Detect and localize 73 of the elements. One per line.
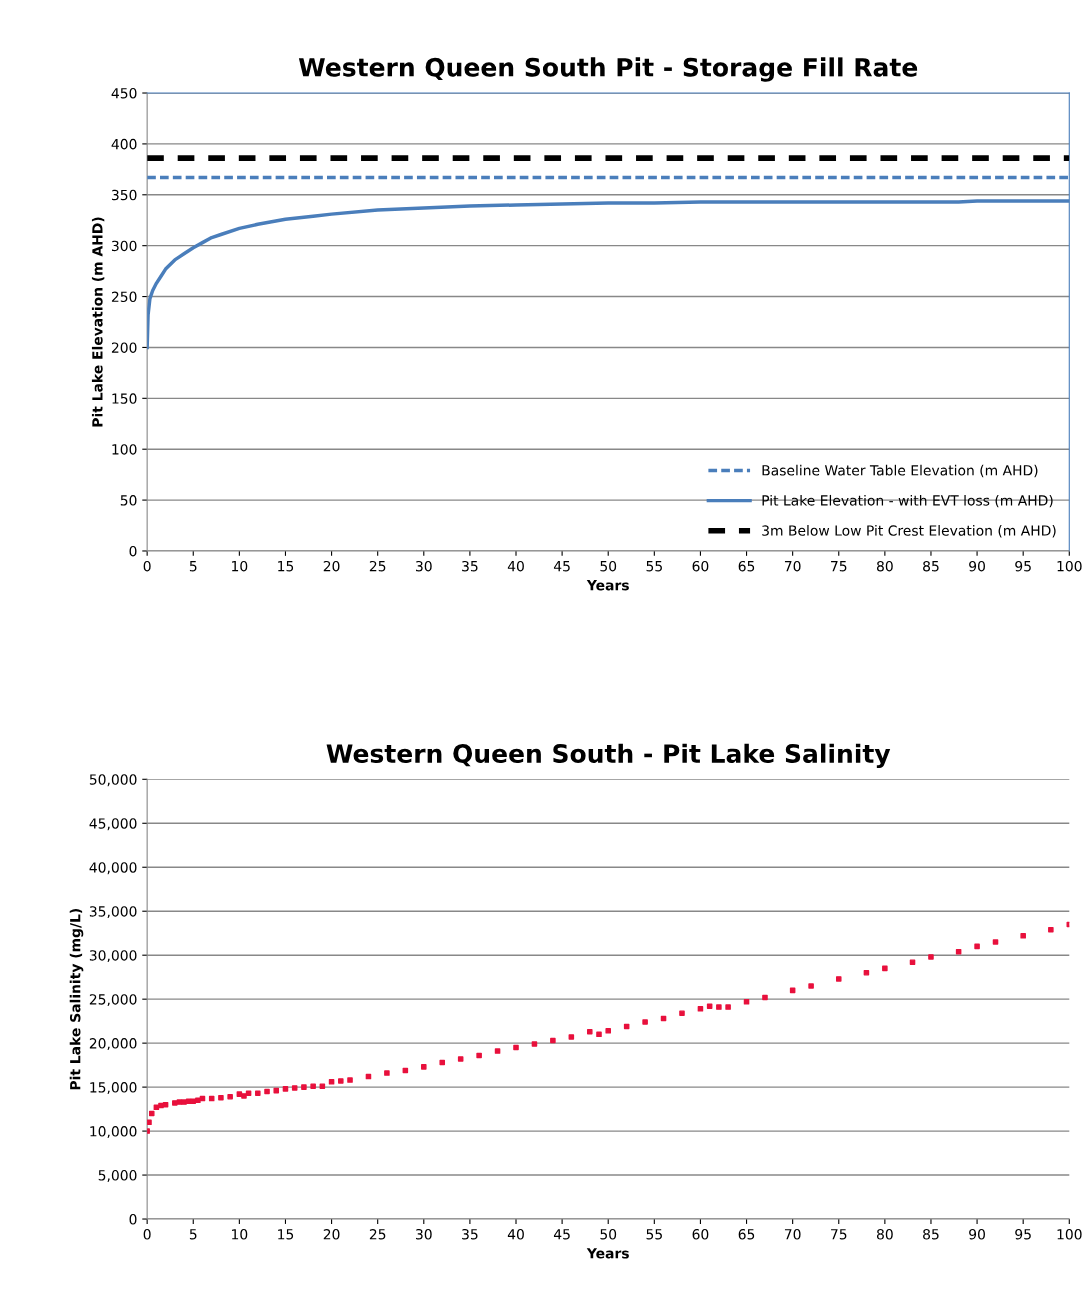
x-tick-label: 100 xyxy=(1057,560,1082,572)
x-tick-label: 25 xyxy=(369,560,386,572)
y-tick-label: 0 xyxy=(129,545,137,557)
x-tick-label: 30 xyxy=(416,1229,432,1240)
y-tick-label: 0 xyxy=(129,1214,137,1225)
y-tick-label: 40,000 xyxy=(89,862,137,875)
x-tick-label: 45 xyxy=(553,1229,570,1240)
x-tick-label: 80 xyxy=(876,1229,893,1240)
x-tick-label: 10 xyxy=(232,560,248,572)
legend-label: 3m Below Low Pit Crest Elevation (m AHD) xyxy=(762,525,1056,538)
legend-label: Pit Lake Elevation - with EVT loss (m AHD) xyxy=(762,494,1053,508)
y-axis-title: Pit Lake Salinity (mg/L) xyxy=(69,908,84,1090)
y-tick-label: 20,000 xyxy=(89,1038,137,1051)
x-tick-label: 35 xyxy=(462,1229,478,1240)
y-axis-title: Pit Lake Elevation (m AHD) xyxy=(91,217,105,427)
x-tick-label: 90 xyxy=(969,560,985,572)
x-tick-label: 65 xyxy=(738,1229,755,1240)
y-tick-label: 300 xyxy=(111,240,137,252)
x-tick-label: 75 xyxy=(831,561,847,572)
x-tick-label: 85 xyxy=(923,560,939,572)
x-tick-label: 70 xyxy=(784,1229,801,1240)
x-tick-label: 60 xyxy=(692,560,709,572)
y-tick-label: 30,000 xyxy=(89,950,137,963)
x-axis-title: Years xyxy=(586,580,629,591)
y-tick-label: 50 xyxy=(120,495,137,506)
y-tick-label: 45,000 xyxy=(89,818,137,831)
y-tick-label: 100 xyxy=(112,444,137,455)
x-tick-label: 5 xyxy=(189,561,197,572)
x-tick-label: 0 xyxy=(143,560,151,572)
x-tick-label: 15 xyxy=(278,561,294,572)
x-tick-label: 5 xyxy=(189,1229,197,1240)
y-tick-label: 350 xyxy=(111,189,137,201)
x-axis-title: Years xyxy=(586,1248,629,1259)
x-tick-label: 60 xyxy=(692,1229,709,1240)
x-tick-label: 20 xyxy=(323,1229,340,1240)
chart-title: Western Queen South Pit - Storage Fill Rate xyxy=(298,57,918,82)
y-tick-label: 25,000 xyxy=(89,994,137,1007)
x-tick-label: 55 xyxy=(646,561,662,572)
y-tick-label: 35,000 xyxy=(89,906,137,919)
x-tick-label: 75 xyxy=(831,1229,847,1240)
x-tick-label: 40 xyxy=(507,1229,524,1240)
y-tick-label: 400 xyxy=(111,138,137,150)
y-tick-label: 150 xyxy=(112,393,137,404)
x-tick-label: 70 xyxy=(784,560,801,572)
x-tick-label: 25 xyxy=(369,1229,386,1240)
y-tick-label: 200 xyxy=(111,342,137,353)
y-tick-label: 50,000 xyxy=(89,774,137,787)
x-tick-label: 55 xyxy=(646,1229,662,1240)
x-tick-label: 100 xyxy=(1057,1229,1082,1240)
y-tick-label: 450 xyxy=(111,87,137,99)
x-tick-label: 50 xyxy=(600,560,617,572)
y-tick-label: 10,000 xyxy=(90,1126,137,1138)
line-series xyxy=(147,199,1070,350)
chart-title: Western Queen South - Pit Lake Salinity xyxy=(326,743,891,769)
x-tick-label: 15 xyxy=(278,1229,294,1240)
x-tick-label: 80 xyxy=(876,560,893,572)
x-tick-label: 40 xyxy=(507,560,524,572)
x-tick-label: 85 xyxy=(923,1229,939,1240)
x-tick-label: 35 xyxy=(462,560,478,572)
x-tick-label: 20 xyxy=(323,560,340,572)
x-tick-label: 30 xyxy=(416,560,432,572)
x-tick-label: 45 xyxy=(553,561,570,572)
y-tick-label: 15,000 xyxy=(90,1082,137,1095)
x-tick-label: 50 xyxy=(600,1229,617,1240)
x-tick-label: 90 xyxy=(969,1229,985,1240)
x-tick-label: 95 xyxy=(1015,1229,1031,1240)
x-tick-label: 65 xyxy=(738,560,755,572)
legend-label: Baseline Water Table Elevation (m AHD) xyxy=(762,464,1038,478)
y-tick-label: 250 xyxy=(111,291,137,303)
x-tick-label: 10 xyxy=(232,1229,248,1240)
x-tick-label: 95 xyxy=(1015,560,1031,572)
x-tick-label: 0 xyxy=(143,1229,151,1240)
y-tick-label: 5,000 xyxy=(98,1170,137,1182)
